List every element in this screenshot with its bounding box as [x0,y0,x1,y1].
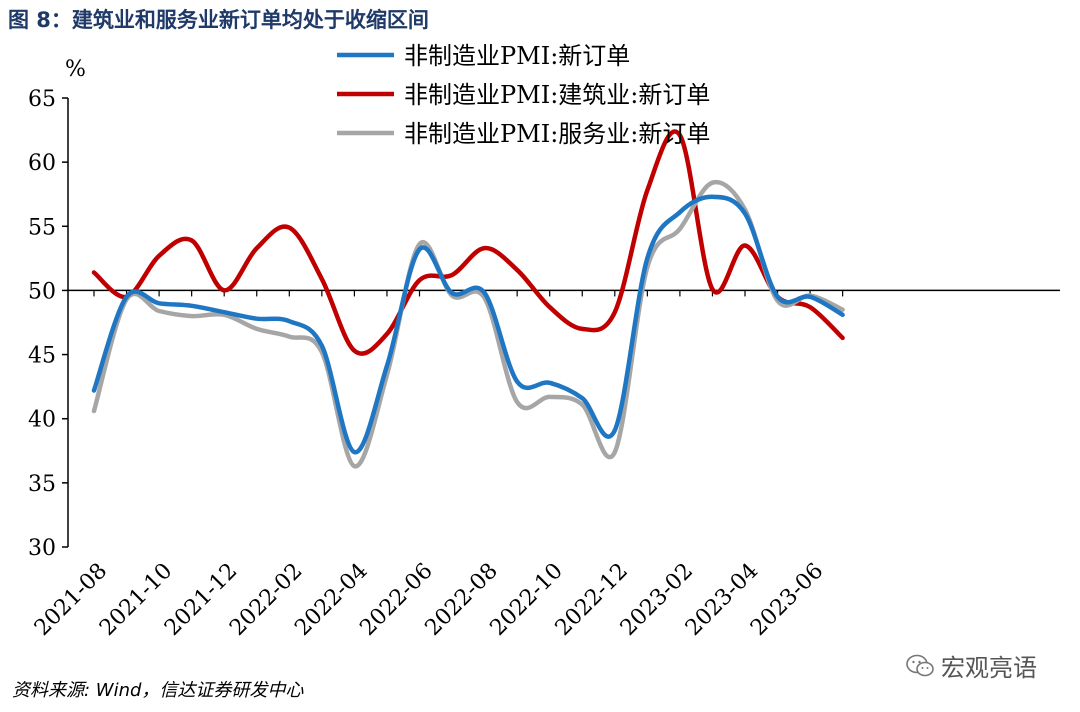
y-tick-label: 45 [28,344,56,369]
series-group [91,129,845,469]
legend-label-1: 非制造业PMI:建筑业:新订单 [404,81,710,109]
legend-label-2: 非制造业PMI:服务业:新订单 [404,120,710,148]
y-tick-label: 65 [28,87,56,112]
wechat-icon [906,654,934,676]
x-tick-label: 2023-06 [746,559,828,641]
watermark-text: 宏观亮语 [941,654,1037,682]
y-axis: 30 35 40 45 50 55 60 65% [28,57,86,561]
figure-title: 图 8：建筑业和服务业新订单均处于收缩区间 [8,8,429,32]
y-tick-label: 40 [28,408,56,433]
series-line-1 [91,129,845,356]
legend: 非制造业PMI:新订单非制造业PMI:建筑业:新订单非制造业PMI:服务业:新订… [337,42,710,148]
series-line-0 [91,194,845,455]
x-axis: 2021-082021-102021-122022-022022-042022-… [30,289,1060,641]
source-note: 资料来源: Wind，信达证券研发中心 [12,680,304,701]
y-axis-unit: % [65,57,86,82]
legend-label-0: 非制造业PMI:新订单 [404,42,630,70]
watermark: 宏观亮语 [905,648,1037,683]
y-tick-label: 55 [28,215,56,240]
y-tick-label: 50 [28,279,56,304]
y-tick-label: 30 [28,536,56,561]
y-tick-label: 35 [28,472,56,497]
series-line-2 [91,179,845,469]
y-tick-label: 60 [28,151,56,176]
